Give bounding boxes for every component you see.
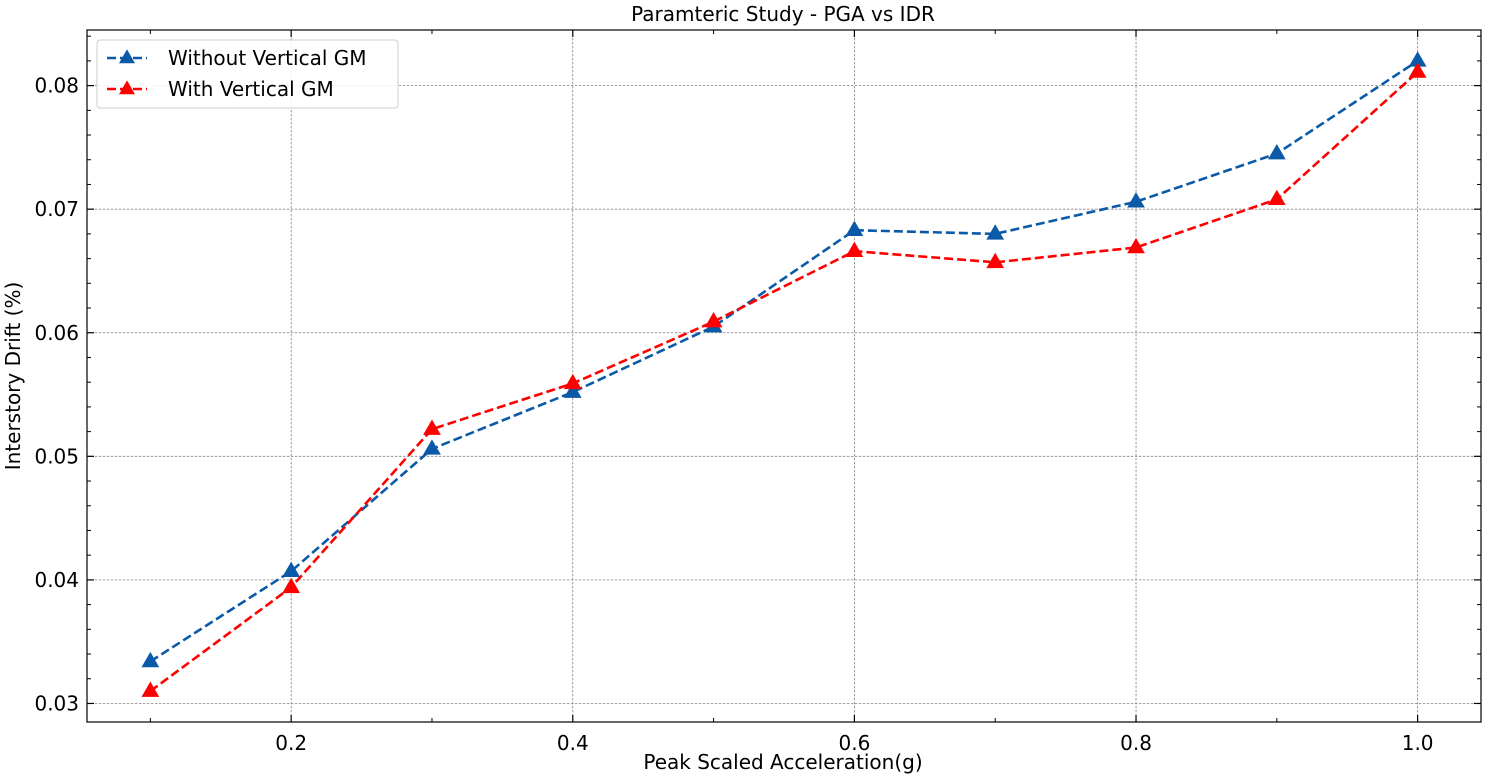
x-tick-label: 0.4 — [557, 731, 589, 755]
plot-frame — [86, 29, 1482, 723]
data-point — [845, 220, 864, 236]
data-point — [282, 577, 301, 594]
chart-title: Paramteric Study - PGA vs IDR — [631, 2, 935, 26]
legend-box — [96, 39, 399, 109]
data-point — [1267, 189, 1286, 206]
series-layer — [141, 51, 1427, 697]
legend-item: Without Vertical GM — [107, 46, 367, 70]
data-point — [563, 382, 582, 398]
legend-item: With Vertical GM — [107, 77, 334, 101]
x-tick-label: 1.0 — [1402, 731, 1434, 755]
data-point — [563, 373, 582, 390]
legend-label: With Vertical GM — [168, 77, 334, 101]
series-with-vertical-gm — [141, 62, 1427, 697]
data-point — [1127, 237, 1145, 254]
data-point — [845, 241, 864, 257]
y-axis-title: Interstory Drift (%) — [1, 282, 25, 471]
legend-swatch-marker — [119, 49, 135, 64]
x-axis-title: Peak Scaled Acceleration(g) — [643, 750, 922, 774]
x-tick-label: 0.2 — [275, 731, 307, 755]
data-point — [423, 419, 441, 435]
data-point — [1408, 62, 1427, 78]
data-point — [704, 312, 723, 328]
data-point — [141, 651, 160, 668]
data-point — [141, 681, 160, 697]
ticks: 0.2 0.4 0.6 0.8 1.0 0.03 0.04 0.05 0.06 0.07 0.08 — [34, 30, 1481, 755]
y-tick-label: 0.07 — [34, 197, 79, 221]
data-point — [423, 439, 441, 455]
data-point — [1127, 192, 1145, 208]
data-point — [986, 252, 1005, 269]
data-point — [986, 224, 1005, 240]
legend: Without Vertical GM With Vertical GM — [96, 39, 399, 109]
y-tick-label: 0.08 — [34, 74, 79, 98]
y-tick-label: 0.06 — [34, 321, 79, 345]
y-tick-label: 0.04 — [34, 568, 79, 592]
legend-swatch-marker — [119, 80, 135, 95]
series-line — [149, 71, 1419, 693]
x-tick-label: 0.8 — [1120, 731, 1152, 755]
y-tick-label: 0.03 — [34, 691, 79, 715]
data-point — [1267, 143, 1286, 160]
y-tick-label: 0.05 — [34, 444, 79, 468]
data-point — [282, 561, 301, 578]
legend-label: Without Vertical GM — [168, 46, 367, 70]
x-tick-label: 0.6 — [838, 731, 870, 755]
